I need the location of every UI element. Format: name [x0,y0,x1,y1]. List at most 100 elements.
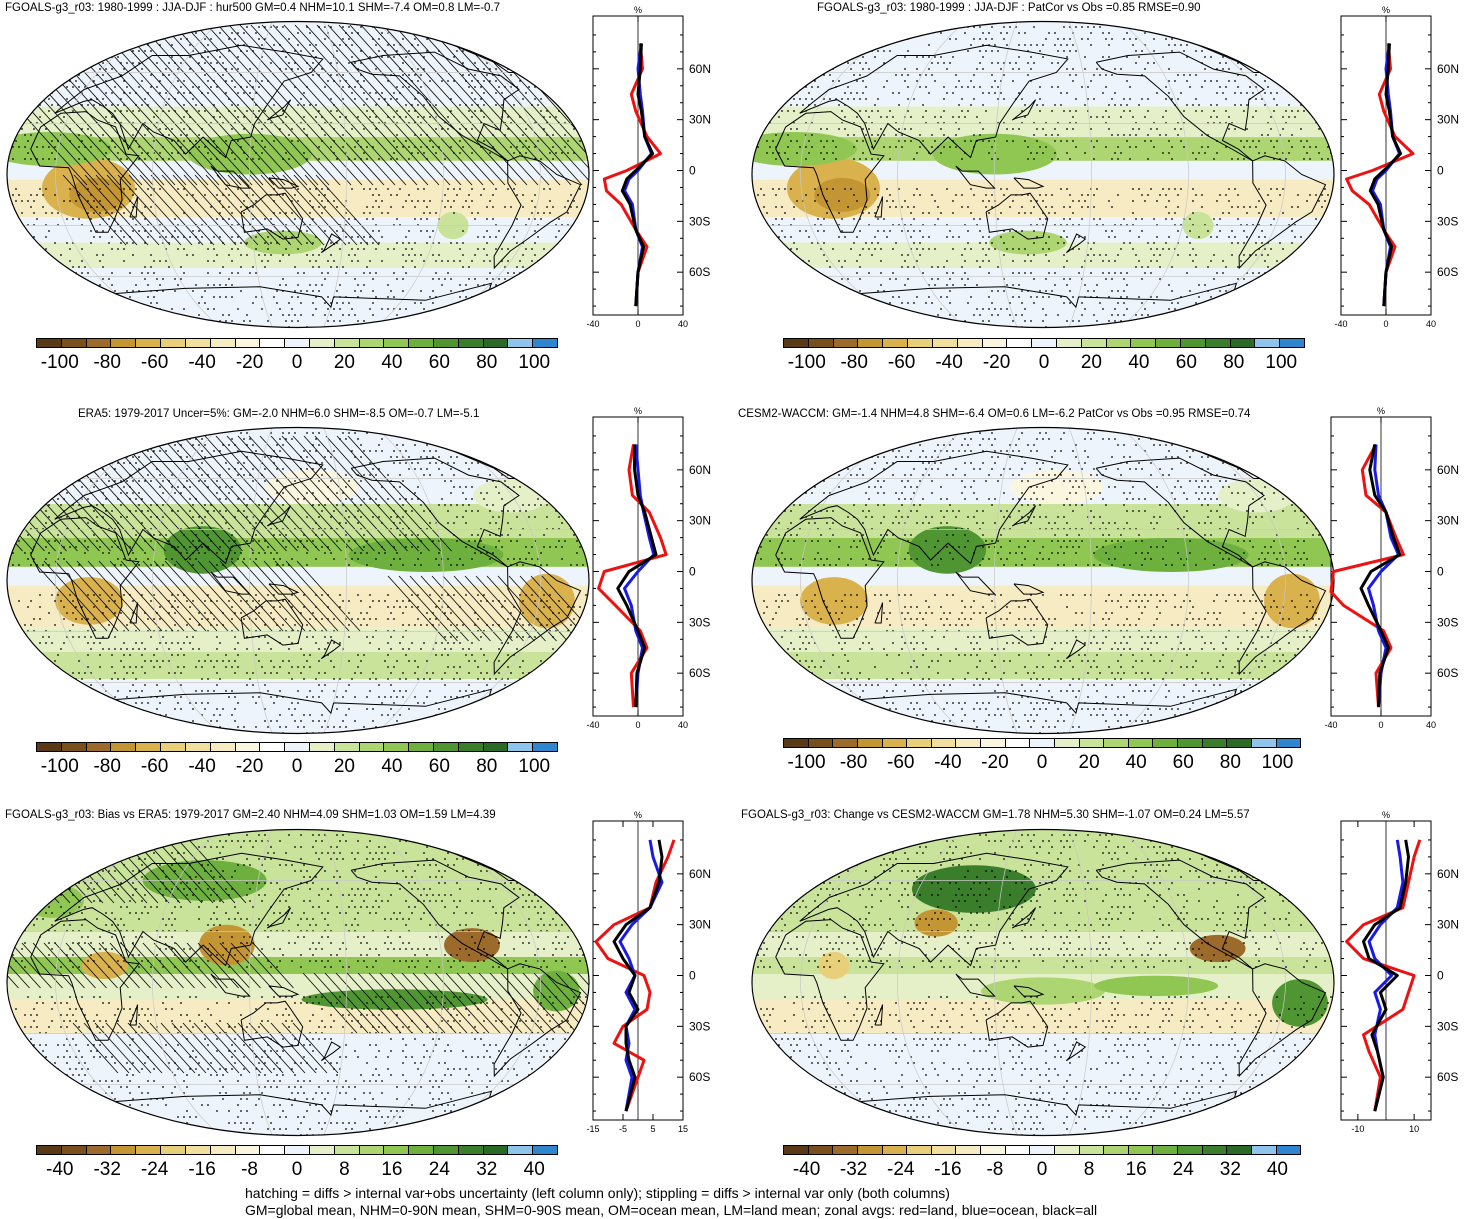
colorbar-swatch [508,1146,533,1154]
colorbar-swatch [1178,1146,1203,1154]
colorbar-swatch [409,743,434,751]
colorbar-swatch [1206,339,1231,347]
colorbar-swatch [310,1146,335,1154]
colorbar-swatch [186,743,211,751]
colorbar-swatch [883,339,908,347]
colorbar-swatch [1153,1146,1178,1154]
anomaly-region [1094,976,1218,996]
zonal-line-all [1361,444,1400,707]
colorbar-tick-label: 60 [1173,752,1194,774]
lat-tick-label: 60S [689,666,710,680]
colorbar-swatch [384,1146,409,1154]
colorbar-swatch [833,1146,858,1154]
colorbar-swatch [981,1146,1006,1154]
colorbar-tick-label: 80 [1220,752,1241,774]
colorbar-swatch [1131,339,1156,347]
colorbar-swatch [260,743,285,751]
colorbar-tick-label: -80 [840,752,867,774]
x-tick-label: 40 [678,720,688,730]
colorbar-swatch [858,739,883,747]
colorbar-tick-label: -20 [236,352,263,374]
colorbar-swatch [434,1146,459,1154]
x-tick-label: 0 [1383,319,1388,329]
zonal-unit-label: % [634,810,642,820]
colorbar-swatch [1057,339,1082,347]
colorbar-tick-label: 0 [292,352,303,374]
colorbar-swatch [883,1146,908,1154]
panel-2-map [748,15,1338,330]
colorbar-tick-label: -16 [188,1159,215,1181]
colorbar-swatch [809,339,834,347]
colorbar-swatch [1227,1146,1252,1154]
colorbar-tick-label: 32 [476,1159,497,1181]
colorbar-swatch [37,743,62,751]
colorbar-swatch [1252,1146,1277,1154]
zonal-unit-label: % [1382,810,1390,820]
colorbar-tick-label: 8 [339,1159,350,1181]
colorbar-swatch [260,339,285,347]
panel-5-title: FGOALS-g3_r03: Bias vs ERA5: 1979-2017 G… [5,808,496,822]
colorbar-swatch [1156,339,1181,347]
colorbar-swatch [434,339,459,347]
colorbar-swatch [1280,339,1304,347]
colorbar-swatch [285,339,310,347]
zonal-line-land [599,444,667,707]
humidity-band [748,679,1338,733]
panel-5-colorbar [36,1145,558,1155]
colorbar-swatch [907,739,932,747]
x-tick-label: 0 [635,319,640,329]
colorbar-tick-label: 40 [1126,752,1147,774]
lat-tick-label: 30N [689,514,711,528]
colorbar-tick-label: -80 [840,352,867,374]
colorbar-tick-label: -60 [141,352,168,374]
colorbar-swatch [533,743,557,751]
lat-tick-label: 0 [1437,164,1444,178]
colorbar-swatch [211,1146,236,1154]
colorbar-swatch [508,339,533,347]
colorbar-swatch [310,743,335,751]
lat-tick-label: 60S [689,265,710,279]
colorbar-swatch [1153,739,1178,747]
colorbar-swatch [335,743,360,751]
humidity-band [748,538,1338,567]
colorbar-swatch [784,739,809,747]
colorbar-swatch [956,1146,981,1154]
colorbar-swatch [459,1146,484,1154]
lat-tick-label: 30S [689,214,710,228]
lat-tick-label: 60S [1437,265,1458,279]
lat-tick-label: 30N [1437,514,1459,528]
panel-5-map [3,823,593,1138]
lat-tick-label: 60S [1437,666,1458,680]
colorbar-tick-label: 32 [1220,1159,1241,1181]
colorbar-swatch [37,1146,62,1154]
anomaly-region [818,952,849,979]
colorbar-tick-label: -20 [983,352,1010,374]
colorbar-swatch [1181,339,1206,347]
lat-tick-label: 30S [1437,615,1458,629]
panel-1-title: FGOALS-g3_r03: 1980-1999 : JJA-DJF : hur… [5,1,500,15]
humidity-band [3,974,593,1000]
colorbar-swatch [260,1146,285,1154]
colorbar-swatch [111,339,136,347]
colorbar-swatch [236,743,261,751]
colorbar-swatch [932,739,957,747]
colorbar-swatch [1080,739,1105,747]
colorbar-tick-label: -100 [788,752,826,774]
panel-2-title: FGOALS-g3_r03: 1980-1999 : JJA-DJF : Pat… [817,1,1201,15]
colorbar-tick-label: -60 [141,756,168,778]
lat-tick-label: 60N [689,62,711,76]
colorbar-swatch [1082,339,1107,347]
x-tick-label: 0 [635,720,640,730]
colorbar-swatch [932,1146,957,1154]
lat-tick-label: 60N [689,867,711,881]
panel-4-map [748,421,1338,736]
colorbar-swatch [211,339,236,347]
anomaly-region [981,977,1105,1004]
footer-legend-line-1: hatching = diffs > internal var+obs unce… [245,1185,950,1202]
colorbar-swatch [533,1146,557,1154]
colorbar-tick-label: 0 [1037,1159,1048,1181]
lat-tick-label: 60N [1437,463,1459,477]
colorbar-swatch [858,339,883,347]
lat-tick-label: 60N [1437,62,1459,76]
